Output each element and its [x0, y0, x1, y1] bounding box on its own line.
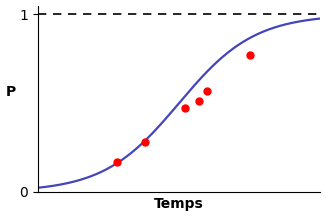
X-axis label: Temps: Temps — [154, 197, 204, 211]
Point — [114, 160, 119, 163]
Point — [247, 54, 252, 57]
Y-axis label: P: P — [6, 85, 16, 99]
Point — [196, 100, 201, 103]
Point — [142, 140, 148, 144]
Point — [182, 107, 187, 110]
Point — [205, 89, 210, 92]
